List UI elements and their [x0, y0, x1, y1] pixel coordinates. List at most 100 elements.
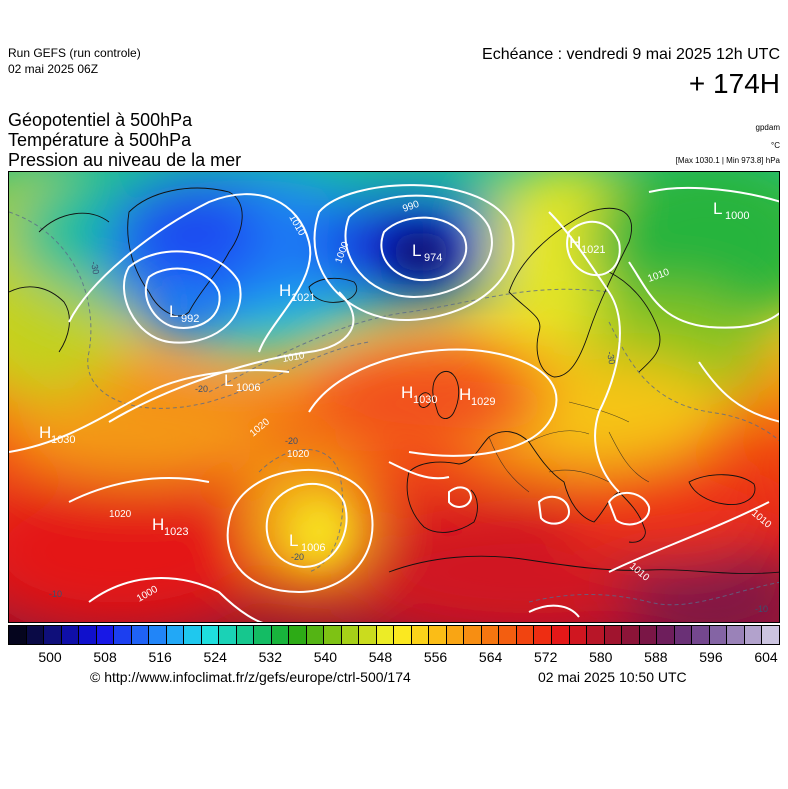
colorbar-cell: [359, 626, 377, 644]
colorbar-cell: [289, 626, 307, 644]
pressure-center-letter: L: [224, 371, 233, 390]
colorbar-cell: [516, 626, 535, 644]
colorbar-cell: [534, 626, 552, 644]
colorbar-cell: [376, 626, 395, 644]
pressure-center-value: 992: [181, 313, 199, 325]
colorbar-cell: [464, 626, 482, 644]
pressure-center-letter: L: [713, 199, 722, 218]
colorbar-cell: [551, 626, 570, 644]
pressure-center-value: 1006: [236, 382, 260, 394]
copyright: © http://www.infoclimat.fr/z/gefs/europe…: [90, 669, 411, 685]
weather-map: H 1030 L 1006 H 1021 L 974 H 1021 L 1000 H 1030 H 1029 H…: [8, 171, 780, 623]
pressure-center-value: 1030: [51, 434, 75, 446]
isobars: [9, 184, 779, 622]
colorbar-cell: [762, 626, 779, 644]
low-pressure-center: L 1006: [224, 371, 260, 394]
generated-time: 02 mai 2025 10:50 UTC: [538, 669, 687, 685]
low-pressure-center: L 1006: [289, 531, 325, 554]
pressure-center-letter: L: [412, 241, 421, 260]
forecast-valid-time: Echéance : vendredi 9 mai 2025 12h UTC: [482, 46, 780, 63]
colorbar-cell: [587, 626, 605, 644]
pressure-center-letter: H: [152, 515, 164, 534]
run-date: 02 mai 2025 06Z: [8, 62, 99, 76]
temperature-label: -30: [605, 351, 617, 366]
pressure-center-value: 1021: [291, 292, 315, 304]
parameter-sea-level-pressure: Pression au niveau de la mer: [8, 150, 242, 170]
pressure-center-letter: H: [401, 383, 413, 402]
colorbar-cell: [61, 626, 80, 644]
colorbar-cell: [79, 626, 97, 644]
pressure-center-value: 974: [424, 252, 442, 264]
coastlines: [9, 187, 779, 574]
colorbar-cell: [271, 626, 290, 644]
temperature-label: -20: [291, 552, 304, 562]
colorbar-label: 532: [258, 649, 282, 665]
colorbar-label: 516: [148, 649, 172, 665]
low-pressure-center: L 992: [169, 302, 199, 325]
pressure-center-letter: L: [289, 531, 298, 550]
colorbar-cell: [149, 626, 167, 644]
field-cores: [162, 232, 451, 562]
pressure-center-letter: H: [39, 423, 51, 442]
colorbar-label: 524: [203, 649, 227, 665]
colorbar-cell: [499, 626, 517, 644]
colorbar-cell: [131, 626, 150, 644]
borders: [488, 401, 650, 493]
pressure-center-letter: L: [169, 302, 178, 321]
pressure-center-value: 1029: [471, 396, 495, 408]
colorbar-cell: [657, 626, 675, 644]
low-pressure-center: L 1000: [713, 199, 749, 222]
colorbar-cell: [306, 626, 325, 644]
colorbar-label: 564: [478, 649, 503, 665]
colorbar-label: 500: [38, 649, 62, 665]
isobar-label: 1020: [109, 509, 132, 520]
colorbar-cell: [744, 626, 763, 644]
colorbar-cell: [727, 626, 745, 644]
colorbar-cell: [166, 626, 185, 644]
colorbar-cell: [709, 626, 728, 644]
colorbar-cell: [44, 626, 62, 644]
unit-temperature: °C: [771, 141, 780, 150]
colorbar-cell: [9, 626, 27, 644]
parameter-temperature: Température à 500hPa: [8, 130, 192, 150]
low-pressure-center: L 974: [412, 241, 442, 264]
pressure-range: [Max 1030.1 | Min 973.8] hPa: [675, 156, 780, 165]
colorbar-cell: [569, 626, 588, 644]
colorbar-label: 596: [699, 649, 723, 665]
forecast-horizon: + 174H: [688, 68, 780, 99]
high-pressure-center: H 1021: [569, 233, 605, 256]
colorbar-cell: [236, 626, 255, 644]
colorbar-cell: [201, 626, 220, 644]
temperature-label: -20: [285, 436, 298, 446]
colorbar-cell: [219, 626, 237, 644]
colorbar-cell: [429, 626, 447, 644]
high-pressure-center: H 1029: [459, 385, 495, 408]
colorbar-cell: [622, 626, 640, 644]
colorbar-labels: 500 508 516 524 532 540 548 556 564 572 580 588 596 6…: [8, 649, 780, 667]
colorbar-cell: [394, 626, 412, 644]
high-pressure-center: H 1021: [279, 281, 315, 304]
parameter-geopotential: Géopotentiel à 500hPa: [8, 110, 193, 130]
high-pressure-center: H 1023: [152, 515, 188, 538]
high-pressure-center: H 1030: [39, 423, 75, 446]
colorbar-cell: [254, 626, 272, 644]
temperature-label: -20: [195, 384, 208, 394]
colorbar-label: 580: [589, 649, 613, 665]
pressure-center-letter: H: [569, 233, 581, 252]
pressure-center-value: 1021: [581, 244, 605, 256]
isotherms: [9, 211, 779, 606]
isobar-label: 1020: [287, 449, 310, 460]
run-title: Run GEFS (run controle): [8, 46, 141, 60]
colorbar: [8, 625, 780, 645]
pressure-center-value: 1000: [725, 210, 749, 222]
temperature-labels: -20 -20 -30 -20 -10 -10 -30: [49, 261, 768, 614]
pressure-center-value: 1030: [413, 394, 437, 406]
colorbar-cell: [692, 626, 710, 644]
colorbar-cell: [96, 626, 115, 644]
colorbar-label: 556: [423, 649, 448, 665]
temperature-label: -10: [49, 589, 62, 599]
colorbar-label: 588: [644, 649, 668, 665]
colorbar-cell: [639, 626, 658, 644]
